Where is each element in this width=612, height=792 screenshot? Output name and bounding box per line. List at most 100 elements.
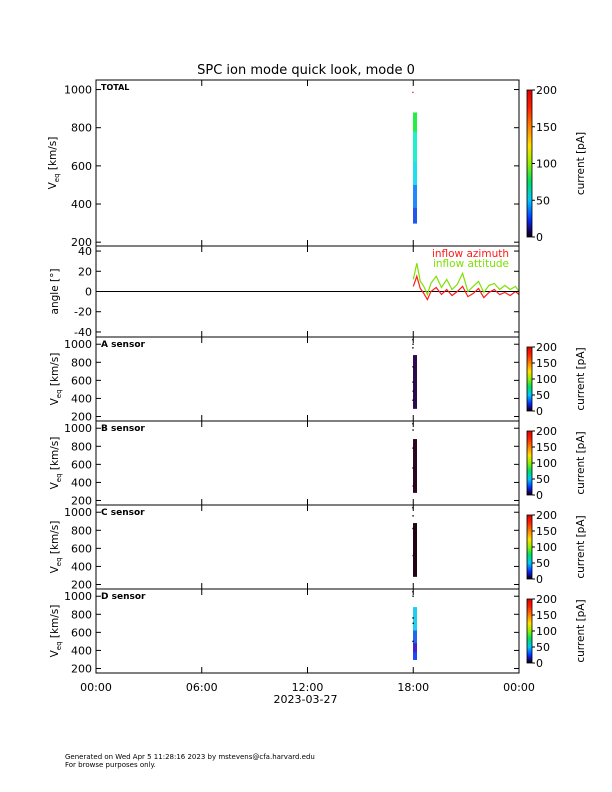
data-point [412, 381, 414, 383]
colorbar-tick-label: 200 [536, 593, 557, 606]
colorbar-tick-label: 0 [536, 489, 543, 502]
data-point [412, 467, 414, 469]
panel-name-label: D sensor [101, 592, 146, 602]
spectrogram-segment [413, 207, 418, 224]
y-tick-label: 1000 [64, 506, 92, 519]
data-point [412, 527, 414, 530]
panel-name-label: A sensor [101, 340, 146, 350]
colorbar [526, 346, 533, 412]
y-tick-label: 800 [71, 122, 92, 135]
panel-frame [95, 336, 520, 422]
colorbar [526, 430, 533, 496]
spectrogram-segment [413, 131, 418, 163]
data-point [412, 640, 414, 643]
colorbar-tick-label: 50 [536, 194, 550, 207]
colorbar-tick-label: 0 [536, 657, 543, 670]
spectrogram-segment [413, 439, 418, 493]
colorbar-label: current [pA] [575, 599, 587, 662]
y-tick-label: 400 [71, 198, 92, 211]
spectrogram-segment [413, 621, 418, 632]
data-point [412, 91, 414, 94]
data-point [412, 347, 414, 349]
y-tick-label: 0 [85, 286, 92, 299]
spectrogram-segment [413, 630, 418, 644]
y-tick-label: 1000 [64, 590, 92, 603]
colorbar [526, 89, 533, 238]
data-point [412, 447, 414, 449]
y-tick-label: 200 [71, 578, 92, 591]
series-line-inflow-azimuth [412, 274, 520, 301]
spectrogram-segment [413, 652, 418, 660]
data-point [412, 390, 414, 392]
panel-frame [95, 588, 520, 674]
panel-name-label: TOTAL [101, 83, 129, 92]
y-tick-label: 1000 [64, 84, 92, 97]
spectrogram-segment [413, 162, 418, 186]
y-tick-label: 1000 [64, 422, 92, 435]
colorbar-label: current [pA] [575, 515, 587, 578]
y-tick-label: 800 [71, 356, 92, 369]
y-axis-label: Veq [km/s] [49, 353, 63, 406]
y-tick-label: 600 [71, 160, 92, 173]
footer-browse-note: For browse purposes only. [65, 761, 156, 769]
y-tick-label: 600 [71, 374, 92, 387]
spectrogram-segment [413, 112, 418, 133]
colorbar-tick-label: 150 [536, 357, 557, 370]
spectrogram-segment [413, 607, 418, 623]
y-tick-label: 400 [71, 476, 92, 489]
colorbar-tick-label: 50 [536, 641, 550, 654]
y-tick-label: 800 [71, 524, 92, 537]
colorbar-tick-label: 0 [536, 405, 543, 418]
y-tick-label: 200 [71, 662, 92, 675]
panel-frame [95, 79, 520, 247]
y-tick-label: 1000 [64, 338, 92, 351]
panel-total: 200 400 600 800 1000 Veq [km/s] TOTAL 0 50 100 150… [47, 79, 587, 249]
x-tick-label: 00:00 [80, 681, 112, 694]
data-point [412, 622, 414, 625]
colorbar-tick-label: 100 [536, 373, 557, 386]
spectrogram-segment [413, 355, 418, 409]
colorbar-tick-label: 100 [536, 541, 557, 554]
y-tick-label: 400 [71, 560, 92, 573]
panel-name-label: C sensor [101, 508, 145, 518]
data-point [412, 366, 414, 368]
colorbar [526, 598, 533, 664]
y-tick-label: -20 [74, 306, 92, 319]
colorbar-label: current [pA] [575, 347, 587, 410]
panel-frame [95, 504, 520, 590]
y-tick-label: -40 [74, 326, 92, 339]
x-axis-date-label: 2023-03-27 [274, 693, 338, 706]
y-tick-label: 600 [71, 458, 92, 471]
data-point [412, 485, 414, 487]
footer-generated-line: Generated on Wed Apr 5 11:28:16 2023 by … [65, 753, 315, 761]
data-point [412, 515, 414, 517]
legend-inflow-attitude: inflow attitude [433, 258, 509, 270]
y-tick-label: 600 [71, 542, 92, 555]
panel-name-label: B sensor [101, 424, 145, 434]
spectrogram-segment [413, 643, 418, 653]
colorbar-tick-label: 150 [536, 525, 557, 538]
colorbar-tick-label: 150 [536, 609, 557, 622]
y-tick-label: 200 [71, 236, 92, 249]
data-point [412, 343, 414, 345]
colorbar-tick-label: 150 [536, 441, 557, 454]
data-point [412, 554, 414, 557]
y-axis-label: Veq [km/s] [49, 437, 63, 490]
y-tick-label: 400 [71, 644, 92, 657]
y-tick-label: 200 [71, 410, 92, 423]
y-tick-label: 20 [78, 265, 92, 278]
colorbar-tick-label: 200 [536, 84, 557, 97]
colorbar-label: current [pA] [575, 431, 587, 494]
y-tick-label: 800 [71, 608, 92, 621]
y-tick-label: 200 [71, 494, 92, 507]
y-tick-label: 400 [71, 392, 92, 405]
legend-inflow-azimuth: inflow azimuth [432, 248, 509, 260]
data-point [412, 399, 414, 401]
y-tick-label: 800 [71, 440, 92, 453]
